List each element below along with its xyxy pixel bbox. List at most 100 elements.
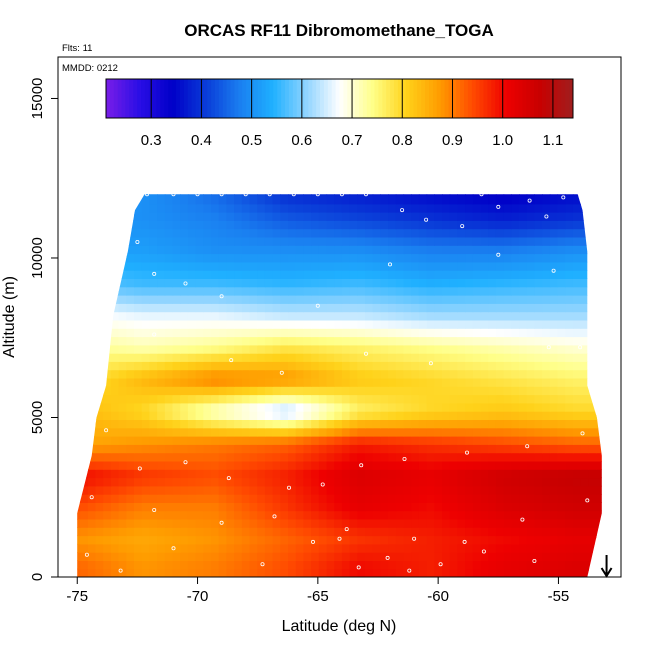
- heatmap-cell: [395, 195, 405, 205]
- heatmap-cell: [141, 319, 150, 329]
- heatmap-cell: [95, 543, 104, 553]
- heatmap-cell: [511, 278, 520, 288]
- heatmap-cell: [480, 535, 489, 545]
- heatmap-cell: [511, 369, 520, 379]
- heatmap-cell: [341, 220, 351, 230]
- heatmap-cell: [80, 394, 89, 404]
- heatmap-cell: [203, 502, 212, 512]
- heatmap-cell: [334, 394, 343, 404]
- heatmap-cell: [388, 568, 397, 577]
- colorbar-cell: [452, 79, 457, 118]
- heatmap-cell: [372, 502, 381, 512]
- heatmap-cell: [334, 195, 343, 205]
- heatmap-cell: [272, 328, 281, 338]
- heatmap-cell: [195, 361, 204, 371]
- heatmap-cell: [326, 427, 335, 437]
- heatmap-cell: [257, 319, 266, 329]
- colorbar-cell: [277, 79, 282, 118]
- heatmap-cell: [234, 477, 243, 487]
- sample-point: [460, 224, 465, 229]
- heatmap-cell: [211, 228, 220, 238]
- heatmap-cell: [604, 237, 612, 246]
- heatmap-cell: [149, 286, 158, 296]
- heatmap-cell: [295, 295, 304, 304]
- heatmap-cell: [380, 494, 389, 503]
- heatmap-cell: [372, 494, 381, 503]
- heatmap-cell: [226, 485, 235, 495]
- heatmap-cell: [218, 535, 227, 545]
- heatmap-cell: [87, 253, 97, 263]
- heatmap-cell: [434, 568, 443, 577]
- heatmap-cell: [234, 444, 243, 454]
- colorbar-cell: [386, 79, 391, 118]
- heatmap-cell: [565, 402, 574, 412]
- heatmap-cell: [126, 436, 135, 445]
- heatmap-cell: [87, 295, 97, 304]
- heatmap-cell: [141, 220, 150, 230]
- heatmap-cell: [280, 411, 289, 420]
- heatmap-cell: [264, 278, 274, 288]
- sample-points: [84, 192, 590, 573]
- heatmap-cell: [388, 419, 397, 429]
- heatmap-cell: [472, 444, 482, 454]
- heatmap-cell: [365, 419, 374, 429]
- heatmap-cell: [103, 203, 112, 213]
- heatmap-cell: [95, 245, 104, 255]
- heatmap-cell: [195, 494, 204, 503]
- colorbar-cell: [355, 79, 360, 118]
- heatmap-cell: [549, 253, 559, 263]
- heatmap-cell: [349, 411, 358, 420]
- heatmap-cell: [480, 552, 489, 561]
- heatmap-cell: [126, 469, 135, 479]
- heatmap-cell: [572, 494, 582, 503]
- heatmap-cell: [526, 261, 535, 271]
- heatmap-cell: [288, 427, 297, 437]
- heatmap-cell: [311, 485, 320, 495]
- heatmap-cell: [449, 386, 458, 396]
- heatmap-cell: [288, 353, 297, 362]
- heatmap-cell: [149, 220, 158, 230]
- heatmap-cell: [519, 427, 528, 437]
- heatmap-cell: [172, 261, 181, 271]
- heatmap-cell: [77, 369, 81, 379]
- heatmap-cell: [226, 286, 235, 296]
- heatmap-cell: [110, 543, 120, 553]
- heatmap-cell: [542, 518, 551, 528]
- heatmap-cell: [426, 494, 435, 503]
- heatmap-cell: [257, 212, 266, 221]
- heatmap-cell: [164, 336, 174, 346]
- heatmap-cell: [372, 427, 381, 437]
- heatmap-cell: [126, 477, 135, 487]
- heatmap-cell: [103, 295, 112, 304]
- heatmap-cell: [272, 452, 281, 462]
- heatmap-cell: [411, 510, 420, 520]
- heatmap-cell: [604, 328, 612, 337]
- heatmap-cell: [218, 469, 227, 479]
- heatmap-cell: [157, 261, 166, 271]
- heatmap-cell: [203, 361, 212, 371]
- heatmap-cell: [203, 220, 212, 230]
- heatmap-cell: [372, 220, 381, 230]
- heatmap-cell: [134, 518, 143, 528]
- heatmap-cell: [488, 261, 497, 271]
- sample-point: [267, 192, 272, 197]
- heatmap-cell: [87, 194, 97, 197]
- heatmap-cell: [303, 477, 312, 487]
- heatmap-cell: [534, 319, 543, 329]
- heatmap-cell: [534, 552, 543, 561]
- heatmap-cell: [341, 460, 351, 470]
- heatmap-cell: [457, 203, 466, 213]
- heatmap-cell: [449, 328, 458, 338]
- heatmap-cell: [572, 527, 582, 537]
- heatmap-cell: [272, 236, 281, 246]
- heatmap-cell: [303, 194, 312, 197]
- heatmap-cell: [118, 469, 127, 479]
- heatmap-cell: [264, 411, 274, 420]
- heatmap-cell: [511, 228, 520, 238]
- heatmap-cell: [503, 444, 512, 454]
- sample-point: [462, 539, 467, 544]
- heatmap-cell: [80, 485, 89, 495]
- heatmap-cell: [442, 568, 451, 577]
- heatmap-cell: [418, 311, 428, 321]
- heatmap-cell: [557, 444, 566, 454]
